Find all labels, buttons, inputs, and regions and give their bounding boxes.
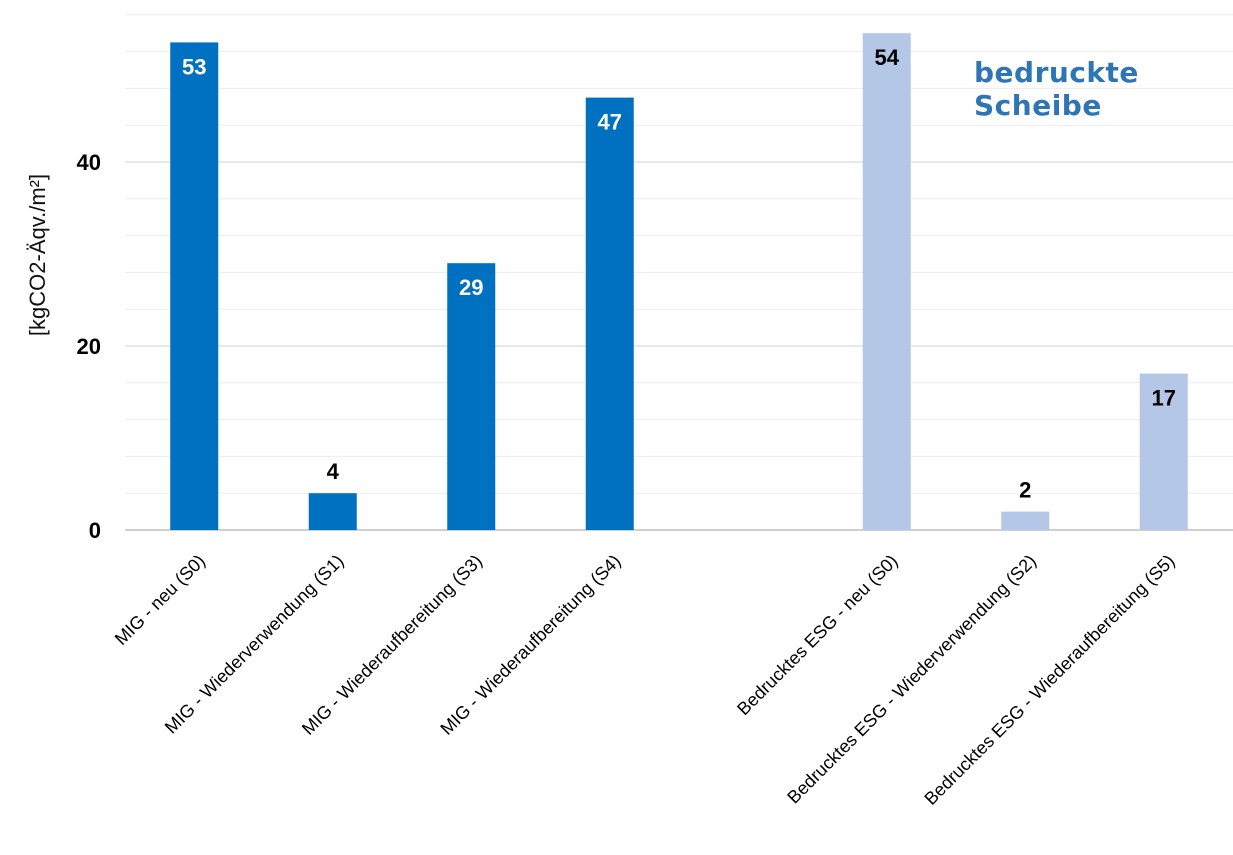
data-label: 4 — [327, 459, 340, 484]
bar — [308, 493, 357, 530]
data-label: 29 — [459, 275, 483, 300]
y-axis-label-wrap: [kgCO2-Äqv./m²] — [8, 155, 68, 355]
data-label: 17 — [1152, 386, 1176, 411]
bar — [170, 42, 219, 531]
x-tick-label: Bedrucktes ESG - Wiederaufbereitung (S5) — [920, 551, 1178, 809]
x-tick-label: MIG - neu (S0) — [111, 551, 209, 649]
y-tick-label: 40 — [77, 150, 101, 175]
data-label: 54 — [875, 45, 900, 70]
y-tick-label: 20 — [77, 334, 101, 359]
bar — [1139, 373, 1188, 530]
y-tick-label: 0 — [89, 518, 101, 543]
x-tick-label: Bedrucktes ESG - neu (S0) — [733, 551, 901, 719]
data-label: 53 — [182, 54, 206, 79]
x-tick-label: Bedrucktes ESG - Wiederverwendung (S2) — [783, 551, 1040, 808]
data-label: 47 — [598, 110, 622, 135]
bar — [447, 263, 496, 530]
data-label: 2 — [1019, 478, 1031, 503]
bar — [862, 33, 911, 530]
bar — [1001, 511, 1050, 530]
bar — [585, 97, 634, 530]
chart-annotation: bedruckte Scheibe — [974, 56, 1139, 122]
y-axis-label: [kgCO2-Äqv./m²] — [25, 173, 50, 337]
